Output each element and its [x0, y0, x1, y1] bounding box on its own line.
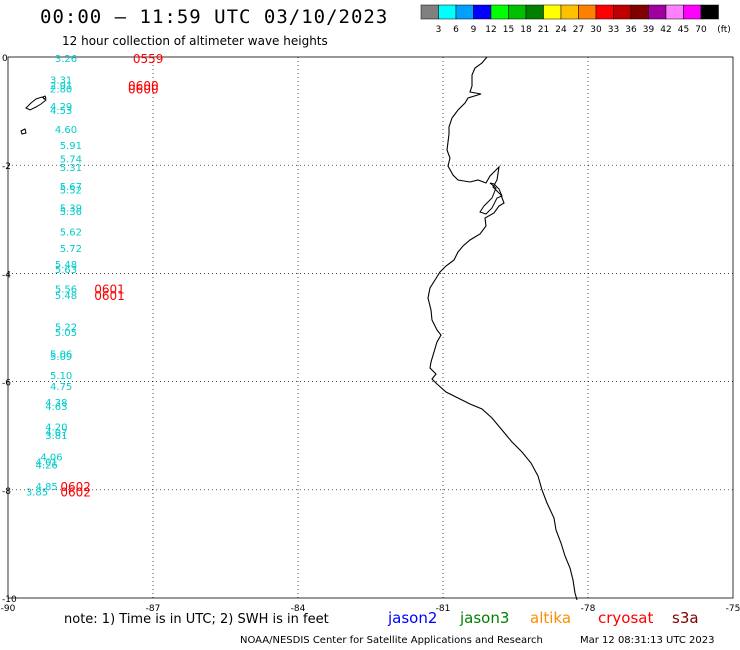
lat-tick-label: 0 [2, 54, 8, 64]
lon-tick-label: -84 [291, 604, 306, 614]
lat-tick-label: -8 [2, 487, 11, 497]
satellite-legend-item: jason2 [388, 609, 438, 627]
map-title: 00:00 – 11:59 UTC 03/10/2023 [40, 6, 389, 28]
lon-tick-label: -87 [146, 604, 161, 614]
wave-height-label: 5.22 [55, 322, 77, 333]
wave-height-label: 4.53 [50, 106, 72, 117]
wave-height-label: 3.31 [50, 76, 72, 87]
scale-label: 6 [453, 25, 459, 35]
pass-time-label: 0601 [94, 289, 125, 303]
wave-height-label: 5.72 [60, 244, 82, 255]
scale-label: 3 [436, 25, 442, 35]
scale-label: 33 [608, 25, 619, 35]
wave-height-label: 4.20 [45, 423, 67, 434]
satellite-legend-item: s3a [672, 609, 699, 627]
footer-timestamp: Mar 12 08:31:13 UTC 2023 [580, 635, 715, 646]
wave-height-label: 5.48 [55, 260, 77, 271]
scale-label: 30 [590, 25, 602, 35]
scale-label: 18 [520, 25, 532, 35]
wave-height-label: 5.91 [60, 141, 82, 152]
island-outline [20, 95, 47, 135]
satellite-legend-item: altika [530, 609, 572, 627]
scale-label: 9 [471, 25, 477, 35]
wave-height-label: 5.74 [60, 155, 82, 166]
scale-label: 45 [678, 25, 689, 35]
wave-height-label: 5.06 [50, 349, 72, 360]
scale-label: 24 [555, 25, 567, 35]
color-scale-legend: 3 6 9 12 15 18 21 24 27 30 33 36 39 42 45 70 (ft) [420, 4, 731, 35]
wave-height-label: 5.52 [60, 186, 82, 197]
scale-unit: (ft) [717, 25, 731, 35]
scale-label: 36 [625, 25, 637, 35]
lon-tick-label: -75 [726, 604, 740, 614]
scale-label: 21 [538, 25, 549, 35]
scale-label: 42 [660, 25, 671, 35]
wave-height-label: 5.63 [55, 265, 77, 276]
footer-note: note: 1) Time is in UTC; 2) SWH is in fe… [64, 612, 329, 627]
pass-time-label: 0559 [133, 52, 164, 66]
wave-height-label: 4.29 [50, 102, 72, 113]
map-subtitle: 12 hour collection of altimeter wave hei… [62, 34, 328, 48]
pass-time-label: 0602 [60, 480, 91, 494]
wave-height-label: 4.75 [50, 382, 72, 393]
scale-label: 27 [573, 25, 584, 35]
wave-height-map: -90 -87 -84 -81 -78 -75 0 -2 -4 -6 -8 -10 3.26 3.312.… [1, 52, 740, 614]
wave-height-label: 4.06 [40, 452, 62, 463]
satellite-legend-item: jason3 [460, 609, 510, 627]
wave-height-label: 3.81 [45, 431, 67, 442]
scale-label: 70 [695, 25, 707, 35]
pass-time-label: 0600 [128, 82, 159, 96]
lon-tick-label: -90 [1, 604, 16, 614]
wave-height-label: 5.67 [60, 182, 82, 193]
wave-height-label: 4.07 [45, 428, 67, 439]
wave-height-label: 5.09 [50, 352, 72, 363]
wave-height-label: 2.91 [50, 81, 72, 92]
wave-height-label: 3.85 [26, 487, 48, 498]
lat-tick-label: -6 [2, 379, 11, 389]
wave-height-label: 5.62 [60, 228, 82, 239]
coastline [427, 56, 578, 601]
lon-tick-label: -81 [436, 604, 451, 614]
wave-height-label: 5.36 [60, 207, 82, 218]
wave-height-label: 5.39 [60, 203, 82, 214]
wave-height-label: 5.31 [60, 163, 82, 174]
lon-tick-label: -78 [581, 604, 596, 614]
wave-height-label: 5.10 [50, 371, 72, 382]
wave-height-label: 4.26 [36, 460, 58, 471]
scale-label: 12 [485, 25, 496, 35]
lat-tick-label: -4 [2, 270, 11, 280]
scale-label: 39 [643, 25, 655, 35]
pass-time-label: 0601 [94, 283, 125, 297]
wave-height-label: 5.05 [55, 328, 77, 339]
wave-height-label: 2.80 [50, 84, 72, 95]
coastline-inlet [479, 182, 503, 215]
wave-height-label: 4.85 [36, 482, 58, 493]
lat-tick-label: -2 [2, 162, 11, 172]
scale-label: 15 [503, 25, 514, 35]
lat-tick-label: -10 [2, 595, 17, 605]
wave-height-label: 4.60 [55, 125, 77, 136]
pass-time-label: 0602 [60, 485, 91, 499]
wave-height-label: 5.56 [55, 285, 77, 296]
map-grid [8, 57, 733, 598]
wave-height-label: 3.26 [55, 54, 77, 65]
wave-height-label: 4.63 [45, 402, 67, 413]
footer-credit: NOAA/NESDIS Center for Satellite Applica… [240, 635, 543, 646]
pass-time-label: 0600 [128, 79, 159, 93]
wave-height-label: 5.48 [55, 291, 77, 302]
wave-height-label: 4.38 [45, 398, 67, 409]
scale-swatch [700, 4, 719, 20]
satellite-legend-item: cryosat [598, 609, 654, 627]
wave-height-label: 4.01 [36, 458, 58, 469]
